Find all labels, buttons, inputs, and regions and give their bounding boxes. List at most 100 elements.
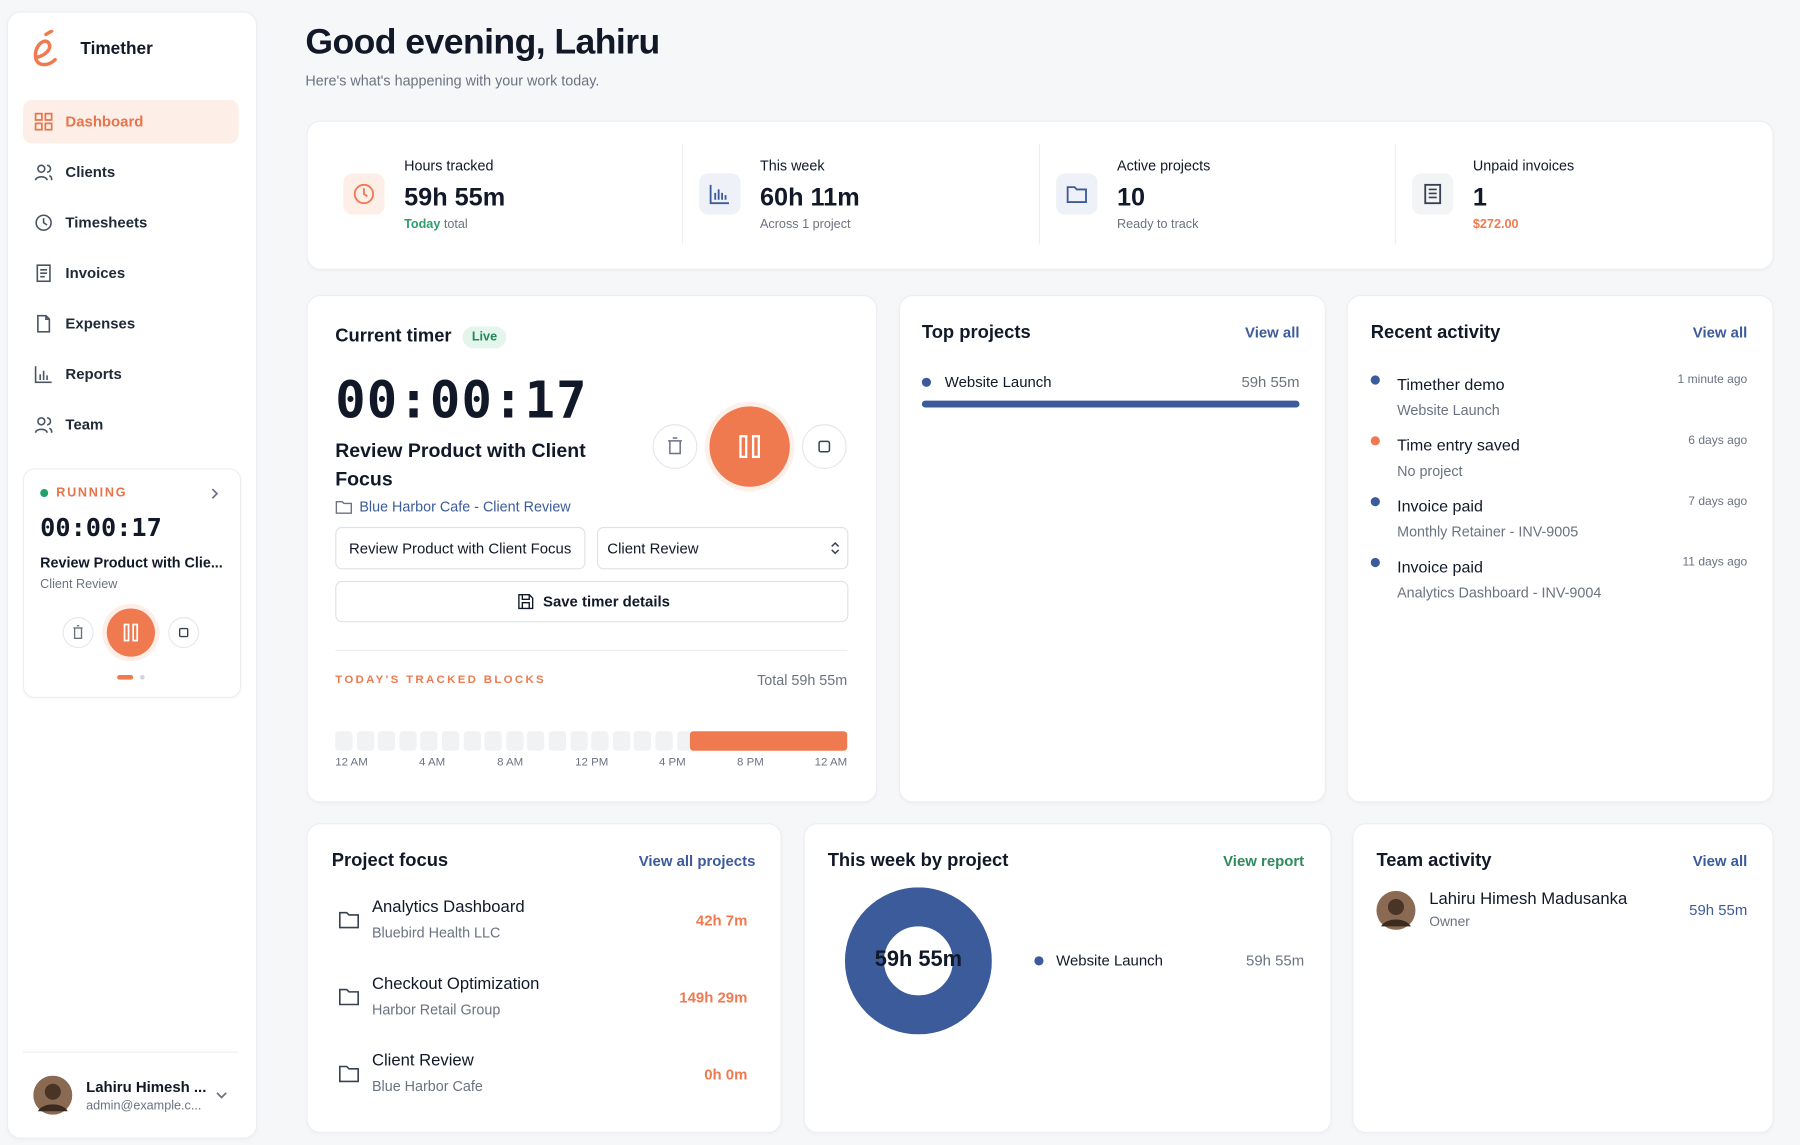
chevron-down[interactable]	[215, 1089, 229, 1100]
nav-item[interactable]: Clients	[23, 150, 239, 194]
project-name: Website Launch	[944, 373, 1052, 391]
activity-dot	[1370, 375, 1380, 385]
page-title: Good evening, Lahiru	[305, 21, 660, 62]
activity-time: 6 days ago	[1688, 433, 1748, 448]
divider	[22, 1051, 239, 1053]
activity-time: 11 days ago	[1682, 555, 1748, 570]
nav-label[interactable]: Dashboard	[65, 112, 144, 130]
timer-task: Review Product with Client Focus	[335, 439, 586, 491]
save-button[interactable]: Save timer details	[335, 580, 849, 623]
divider	[335, 649, 848, 651]
hour-block	[634, 731, 652, 751]
card-link[interactable]: View all	[1692, 323, 1748, 342]
legend-time: 59h 55m	[1246, 951, 1305, 970]
project-focus-card	[306, 823, 782, 1134]
project-time: 149h 29m	[679, 988, 748, 1006]
member-role: Owner	[1429, 913, 1470, 930]
stat-icon	[343, 173, 385, 215]
project-time: 42h 7m	[695, 911, 748, 929]
activity-time: 7 days ago	[1688, 494, 1748, 509]
card-title: Team activity	[1376, 851, 1492, 871]
timer-controls[interactable]	[650, 401, 851, 494]
axis-label: 8 AM	[497, 756, 524, 770]
nav-label[interactable]: Expenses	[65, 314, 136, 333]
card-link[interactable]: View all	[1245, 323, 1300, 342]
save-label[interactable]: Save timer details	[543, 592, 670, 610]
stat-label: Unpaid invoices	[1472, 157, 1575, 174]
mini-time: 00:00:17	[40, 514, 162, 543]
card-title: Recent activity	[1370, 323, 1501, 343]
user-name: Lahiru Himesh ...	[86, 1078, 207, 1096]
hour-block	[441, 731, 460, 751]
project-time: 59h 55m	[1241, 373, 1300, 391]
legend-name: Website Launch	[1056, 951, 1163, 970]
stat-icon	[1056, 173, 1098, 215]
card-title: Current timer	[335, 326, 452, 347]
activity-time: 1 minute ago	[1677, 372, 1748, 387]
stat-label: Hours tracked	[404, 157, 494, 174]
axis-label: 12 AM	[335, 756, 368, 770]
mini-task: Review Product with Clie...	[40, 555, 223, 572]
folder-icon	[339, 1064, 360, 1083]
user-email: admin@example.c...	[86, 1099, 202, 1113]
stats-card	[306, 120, 1774, 270]
folder-icon	[339, 910, 360, 929]
nav-label[interactable]: Team	[65, 415, 104, 434]
stat-value: 59h 55m	[404, 182, 506, 212]
nav-label[interactable]: Timesheets	[65, 213, 148, 231]
nav-label[interactable]: Invoices	[65, 264, 126, 282]
tracked-range	[689, 731, 848, 751]
card-title: This week by project	[827, 851, 1009, 871]
blocks-title: TODAY'S TRACKED BLOCKS	[335, 673, 547, 687]
divider	[1038, 143, 1041, 245]
project-client: Harbor Retail Group	[371, 1001, 501, 1018]
hour-block	[420, 731, 438, 751]
divider	[1394, 143, 1396, 245]
card-link[interactable]: View all projects	[638, 852, 756, 870]
stat-note: Across 1 project	[759, 217, 851, 232]
nav-item[interactable]: Dashboard	[22, 99, 239, 144]
task-input-value[interactable]: Review Product with Client Focus	[348, 539, 572, 558]
stat-label: Active projects	[1117, 157, 1211, 174]
nav-label[interactable]: Reports	[65, 365, 122, 383]
project-client: Bluebird Health LLC	[371, 924, 501, 941]
chevron[interactable]	[209, 487, 220, 501]
nav-item[interactable]: Expenses	[23, 302, 239, 346]
nav-label[interactable]: Clients	[65, 163, 116, 181]
hour-block	[548, 731, 566, 751]
donut-center: 59h 55m	[874, 947, 963, 972]
activity-sub: Website Launch	[1397, 402, 1500, 419]
page-subtitle: Here's what's happening with your work t…	[305, 72, 600, 89]
card-title: Top projects	[921, 323, 1031, 343]
nav-item[interactable]: Invoices	[23, 251, 239, 295]
stat-value: 10	[1117, 182, 1146, 212]
hour-block	[335, 731, 353, 751]
stat-value: 60h 11m	[759, 182, 860, 212]
logo	[33, 29, 57, 67]
project-select[interactable]: Client Review	[596, 526, 849, 570]
activity-dot	[1370, 557, 1380, 568]
project-select-value[interactable]: Client Review	[607, 539, 699, 558]
pager	[117, 675, 134, 680]
nav-item[interactable]: Timesheets	[23, 201, 239, 245]
card-link[interactable]: View all	[1692, 852, 1748, 870]
project-bar	[921, 400, 1300, 408]
nav-item[interactable]: Team	[23, 403, 239, 447]
timer-project: Blue Harbor Cafe - Client Review	[359, 498, 571, 515]
hour-block	[399, 731, 417, 751]
avatar	[33, 1075, 73, 1115]
nav-item[interactable]: Reports	[23, 352, 239, 396]
mini-project: Client Review	[40, 577, 118, 592]
status-dot	[40, 489, 49, 498]
live-badge: Live	[462, 326, 507, 349]
stat-note: total	[443, 217, 468, 232]
task-input[interactable]: Review Product with Client Focus	[335, 526, 586, 570]
card-link[interactable]: View report	[1223, 852, 1305, 870]
hour-block	[527, 731, 545, 751]
legend-dot	[921, 377, 932, 387]
mini-controls[interactable]	[57, 603, 206, 664]
member-name: Lahiru Himesh Madusanka	[1429, 890, 1628, 909]
project-name: Analytics Dashboard	[371, 898, 525, 917]
hour-block	[484, 731, 502, 751]
